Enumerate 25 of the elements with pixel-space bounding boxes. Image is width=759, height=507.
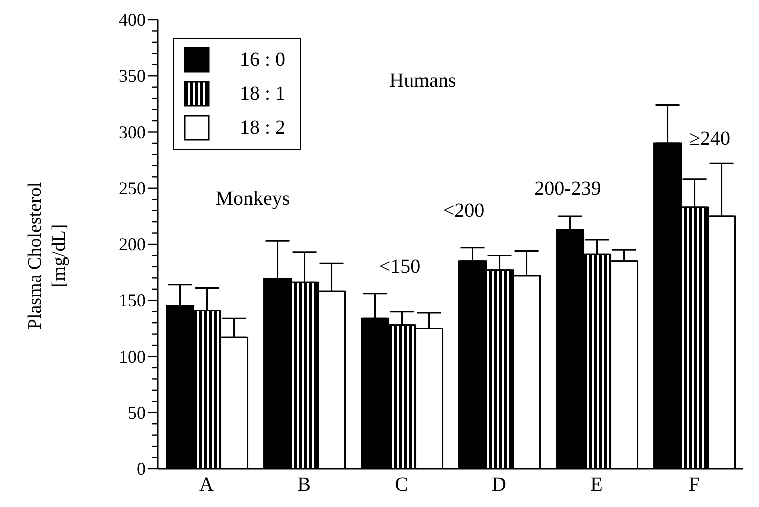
y-tick-label: 50 [128,402,146,423]
y-tick-label: 400 [119,10,146,30]
annotation: ≥240 [690,128,730,151]
x-tick-label: A [200,474,215,496]
legend-label: 18 : 1 [240,82,286,106]
legend-label: 18 : 2 [240,116,286,140]
y-tick-label: 100 [119,346,146,367]
x-tick-label: B [298,474,311,496]
x-tick-label: F [688,474,700,496]
legend-label: 16 : 0 [240,48,286,72]
annotation: Humans [390,70,456,93]
y-tick-label: 300 [119,122,146,142]
x-tick-label: D [492,474,506,496]
y-tick-label: 250 [119,178,146,198]
y-tick-label: 200 [119,234,146,254]
annotation: <200 [443,200,485,223]
y-tick-label: 0 [137,459,146,479]
y-tick-label: 350 [119,66,146,86]
x-tick-label: C [395,474,408,496]
annotation: 200-239 [534,178,602,201]
y-axis-title: Plasma Cholesterol [mg/dL] [24,182,71,330]
annotation: <150 [379,256,421,279]
annotation: Monkeys [216,188,290,211]
y-tick-label: 150 [119,290,146,311]
x-tick-label: E [590,474,603,496]
